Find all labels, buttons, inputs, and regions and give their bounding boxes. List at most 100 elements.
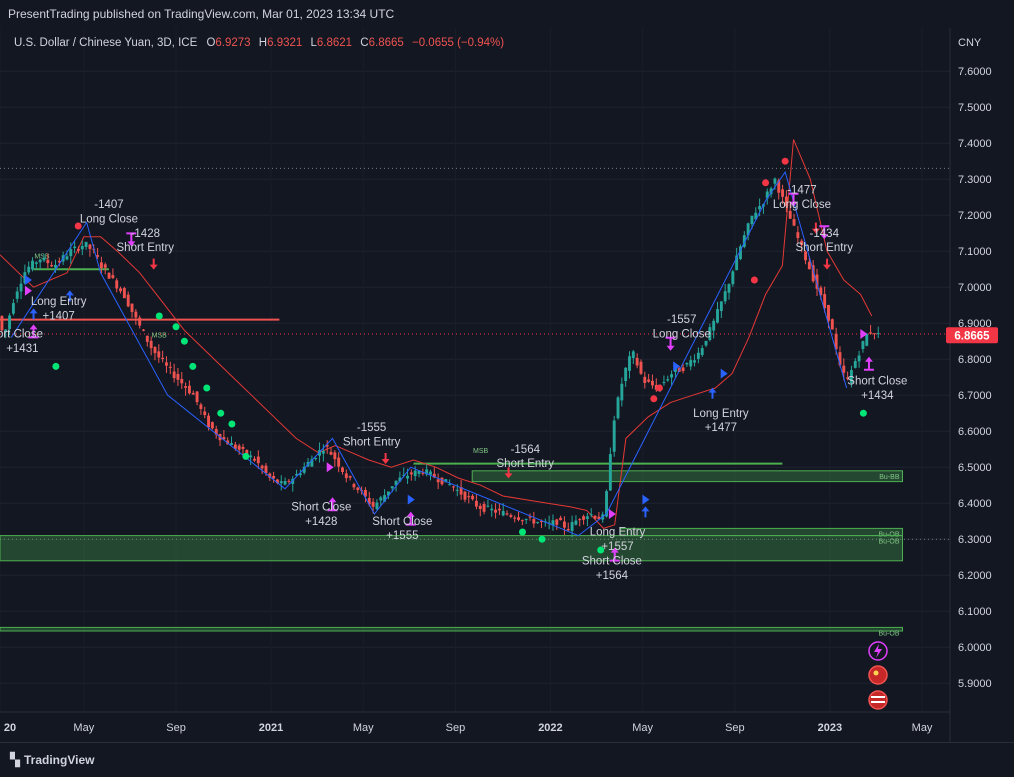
candle-body [555, 519, 559, 525]
candle-body [574, 520, 578, 525]
candle-body [830, 319, 834, 330]
candle-body [800, 240, 804, 246]
cn-flag-star [873, 670, 879, 676]
candle-body [589, 514, 593, 516]
candle-body [750, 215, 754, 225]
candle-body [532, 519, 536, 524]
ob-zone-label: Bu-OB [878, 630, 899, 637]
time-tick-label: 20 [4, 722, 16, 734]
candle-body [264, 465, 268, 474]
us-flag-icon[interactable] [868, 690, 888, 710]
ob-zone-label: Bu-OB [878, 539, 899, 546]
candle-body [310, 459, 314, 467]
candle-body [608, 454, 612, 491]
candle-body [838, 352, 842, 366]
sell-arrow [381, 453, 390, 464]
price-tick-label: 7.2000 [958, 210, 992, 222]
candle-body [781, 189, 785, 197]
candle-body [823, 294, 827, 309]
candle-body [842, 365, 846, 373]
candle-body [746, 223, 750, 236]
trade-annotation: -1564 [511, 444, 541, 456]
candle-body [455, 489, 459, 491]
price-tick-label: 6.3000 [958, 534, 992, 546]
signal-dot [781, 157, 789, 165]
candle-body [593, 515, 597, 519]
candle-body [302, 466, 306, 473]
candle-body [490, 508, 494, 511]
time-tick-label: Sep [446, 722, 466, 734]
candle-body [758, 206, 762, 210]
candle-body [272, 475, 276, 479]
stop-line [0, 139, 873, 529]
candle-body [517, 517, 520, 520]
legend-symbol: U.S. Dollar / Chinese Yuan, 3D, ICE [14, 37, 198, 49]
candle-body [624, 367, 628, 382]
ob-zone-label: Bu-OB [878, 531, 899, 538]
candle-body [819, 287, 823, 296]
candle-body [796, 232, 800, 238]
cn-flag-icon[interactable] [868, 665, 888, 685]
trade-annotation: +1557 [601, 541, 633, 553]
candle-body [639, 361, 643, 374]
candle-body [119, 288, 122, 292]
candle-body [834, 333, 838, 350]
candle-body [145, 335, 149, 342]
time-axis[interactable]: 20 May Sep 2021 May Sep 2022 May Sep 2023 May [4, 722, 933, 734]
legend: U.S. Dollar / Chinese Yuan, 3D, ICE O6.9… [14, 37, 504, 49]
candle-body [191, 392, 195, 395]
trade-annotation: +1564 [596, 570, 629, 582]
indicator-badges[interactable] [868, 641, 888, 710]
candle-body [46, 259, 50, 264]
price-tick-label: 7.4000 [958, 138, 992, 150]
signal-dot [538, 535, 546, 543]
price-tick-label: 6.8000 [958, 354, 992, 366]
time-tick-label: 2021 [259, 722, 283, 734]
exit-signal-up [863, 356, 874, 371]
candle-body [207, 415, 211, 428]
candle-body [283, 481, 287, 485]
candle-body [597, 516, 601, 520]
candle-body [628, 356, 631, 371]
exit-signal-up [405, 511, 416, 526]
candle-body [69, 249, 73, 257]
buy-arrow [29, 308, 38, 320]
signal-dot [172, 323, 180, 331]
trade-annotation: Short Entry [795, 242, 853, 254]
candle-body [463, 491, 467, 500]
trade-annotation: +1555 [386, 530, 418, 542]
legend-low: 6.8621 [317, 37, 352, 49]
price-axis[interactable]: 7.6000 7.5000 7.4000 7.3000 7.2000 7.1000 7.00… [958, 66, 992, 690]
candle-body [107, 272, 111, 279]
candle-body [363, 489, 367, 497]
candle-body [620, 383, 624, 401]
candle-body [409, 472, 413, 475]
last-price-label: 6.8665 [946, 327, 998, 344]
signal-dot [650, 395, 658, 403]
candle-body [528, 516, 532, 518]
time-tick-label: 2023 [818, 722, 842, 734]
candle-body [126, 294, 130, 307]
svg-text:6.8665: 6.8665 [954, 330, 990, 342]
candle-body [54, 264, 57, 268]
legend-high: 6.9321 [267, 37, 302, 49]
candle-body [723, 291, 727, 302]
sell-arrow [149, 258, 158, 270]
pivot-triangle [24, 275, 32, 285]
exit-signal-down [665, 336, 676, 351]
pivot-triangle [673, 361, 681, 372]
candle-body [80, 246, 84, 250]
candle-body [804, 251, 807, 261]
trade-annotation: -1428 [131, 228, 160, 240]
candle-body [662, 382, 666, 384]
candle-body [19, 283, 23, 292]
candle-body [559, 517, 563, 521]
signal-dot [180, 337, 188, 345]
chart-background [0, 28, 1014, 742]
tradingview-logo[interactable]: ▚ TradingView [10, 752, 94, 768]
trade-annotation: Short Entry [497, 458, 555, 470]
signal-dot [74, 222, 82, 230]
candle-body [578, 519, 582, 521]
trade-annotation: Short Close [582, 555, 642, 567]
